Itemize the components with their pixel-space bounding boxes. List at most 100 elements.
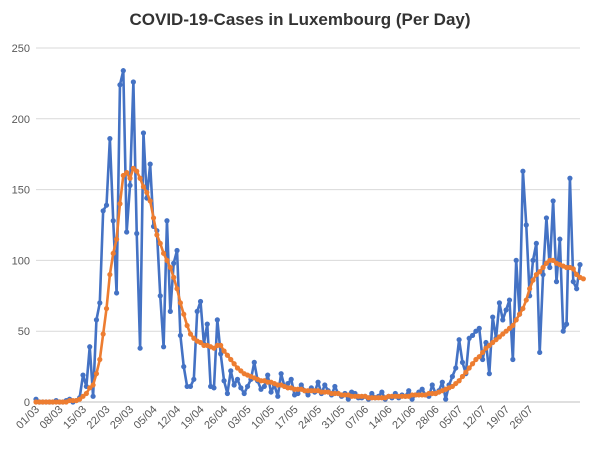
series-2-point — [459, 373, 466, 380]
series-1-point — [164, 218, 170, 224]
series-2-point — [157, 240, 163, 247]
series-1-point — [315, 379, 321, 385]
series-1-point — [574, 286, 580, 292]
series-1-point — [503, 307, 509, 313]
series-1-point — [553, 279, 560, 285]
y-tick-label: 150 — [12, 185, 30, 197]
series-1-point — [530, 257, 536, 263]
x-tick-label: 07/06 — [343, 404, 371, 432]
series-2-point — [164, 257, 170, 263]
x-tick-label: 19/07 — [484, 404, 512, 432]
series-1-point — [449, 373, 455, 380]
y-tick-label: 0 — [24, 397, 30, 409]
series-2-point — [181, 311, 187, 317]
series-1-point — [244, 383, 251, 390]
series-1-point — [369, 390, 375, 397]
series-1-point — [533, 240, 539, 247]
series-1-point — [506, 297, 513, 303]
series-1-point — [221, 378, 227, 384]
series-2-point — [154, 232, 160, 238]
series-1-point — [147, 161, 153, 167]
y-tick-label: 250 — [12, 43, 30, 55]
series-1-point — [238, 385, 244, 391]
series-1-point — [288, 376, 294, 382]
series-1-point — [204, 321, 210, 327]
series-1-point — [117, 82, 123, 88]
series-1-point — [476, 325, 482, 331]
y-tick-label: 100 — [12, 255, 30, 267]
series-2-point — [171, 274, 177, 280]
series-2-point — [466, 365, 472, 371]
series-2-point — [527, 286, 533, 292]
series-1-point — [161, 344, 167, 350]
series-1-point — [265, 372, 271, 378]
series-1-point — [113, 290, 120, 296]
series-1-point — [520, 168, 526, 174]
series-1-point — [513, 257, 519, 263]
series-2-point — [124, 170, 130, 176]
series-1-point — [224, 390, 231, 397]
series-2-point — [117, 201, 123, 207]
series-1-point — [379, 389, 385, 395]
series-2-point — [174, 286, 180, 292]
x-tick-label: 12/07 — [461, 404, 489, 432]
series-1-point — [547, 264, 553, 271]
series-1-point — [194, 308, 200, 314]
series-1-point — [406, 388, 412, 394]
series-2-point — [537, 269, 543, 275]
series-1-point — [305, 392, 311, 398]
series-2-point — [523, 297, 529, 303]
x-tick-label: 22/03 — [85, 404, 113, 432]
series-2-point — [231, 361, 237, 367]
series-2-point — [107, 271, 113, 278]
x-tick-label: 10/05 — [249, 404, 277, 432]
series-1-point — [490, 314, 496, 320]
series-1-point — [251, 359, 257, 365]
series-1-point — [298, 382, 304, 388]
x-tick-label: 12/04 — [155, 404, 183, 432]
series-1-point — [510, 356, 516, 363]
x-tick-label: 05/07 — [437, 404, 465, 432]
series-2-point — [100, 331, 106, 337]
series-1-point — [453, 365, 459, 371]
series-1-point — [577, 262, 583, 268]
series-1-point — [177, 332, 183, 339]
series-1-point — [322, 382, 328, 388]
series-2-point — [570, 266, 576, 272]
series-1-point — [93, 317, 100, 323]
x-tick-label: 26/04 — [202, 404, 230, 432]
x-tick-label: 03/05 — [226, 404, 254, 432]
series-1-point — [97, 300, 103, 306]
series-2-point — [520, 305, 526, 312]
series-1-point — [124, 229, 130, 235]
series-1-point — [550, 198, 556, 204]
x-tick-label: 24/05 — [296, 404, 324, 432]
series-1-point — [191, 376, 197, 382]
series-1-point — [120, 68, 126, 74]
y-tick-label: 50 — [18, 326, 30, 338]
series-1-point — [563, 321, 570, 327]
series-2-point — [580, 276, 586, 282]
series-1-point — [486, 371, 492, 377]
series-1-point — [560, 328, 566, 334]
series-2-point — [167, 264, 173, 271]
x-tick-label: 14/06 — [367, 404, 395, 432]
series-1-point — [110, 218, 116, 224]
series-1-point — [456, 337, 462, 343]
series-1-point — [570, 279, 576, 285]
series-1-point — [275, 393, 281, 399]
series-1-point — [140, 130, 147, 136]
series-1-point — [567, 175, 573, 181]
series-1-point — [496, 300, 503, 306]
series-1-point — [127, 182, 133, 188]
x-tick-label: 01/03 — [14, 404, 42, 432]
x-tick-label: 21/06 — [390, 404, 418, 432]
series-2-point — [187, 331, 194, 337]
y-tick-label: 200 — [12, 114, 30, 126]
series-1-point — [107, 136, 113, 142]
series-1-point — [137, 345, 143, 351]
series-1-point — [241, 390, 247, 397]
series-2-point — [177, 300, 183, 306]
x-tick-label: 15/03 — [61, 404, 89, 432]
